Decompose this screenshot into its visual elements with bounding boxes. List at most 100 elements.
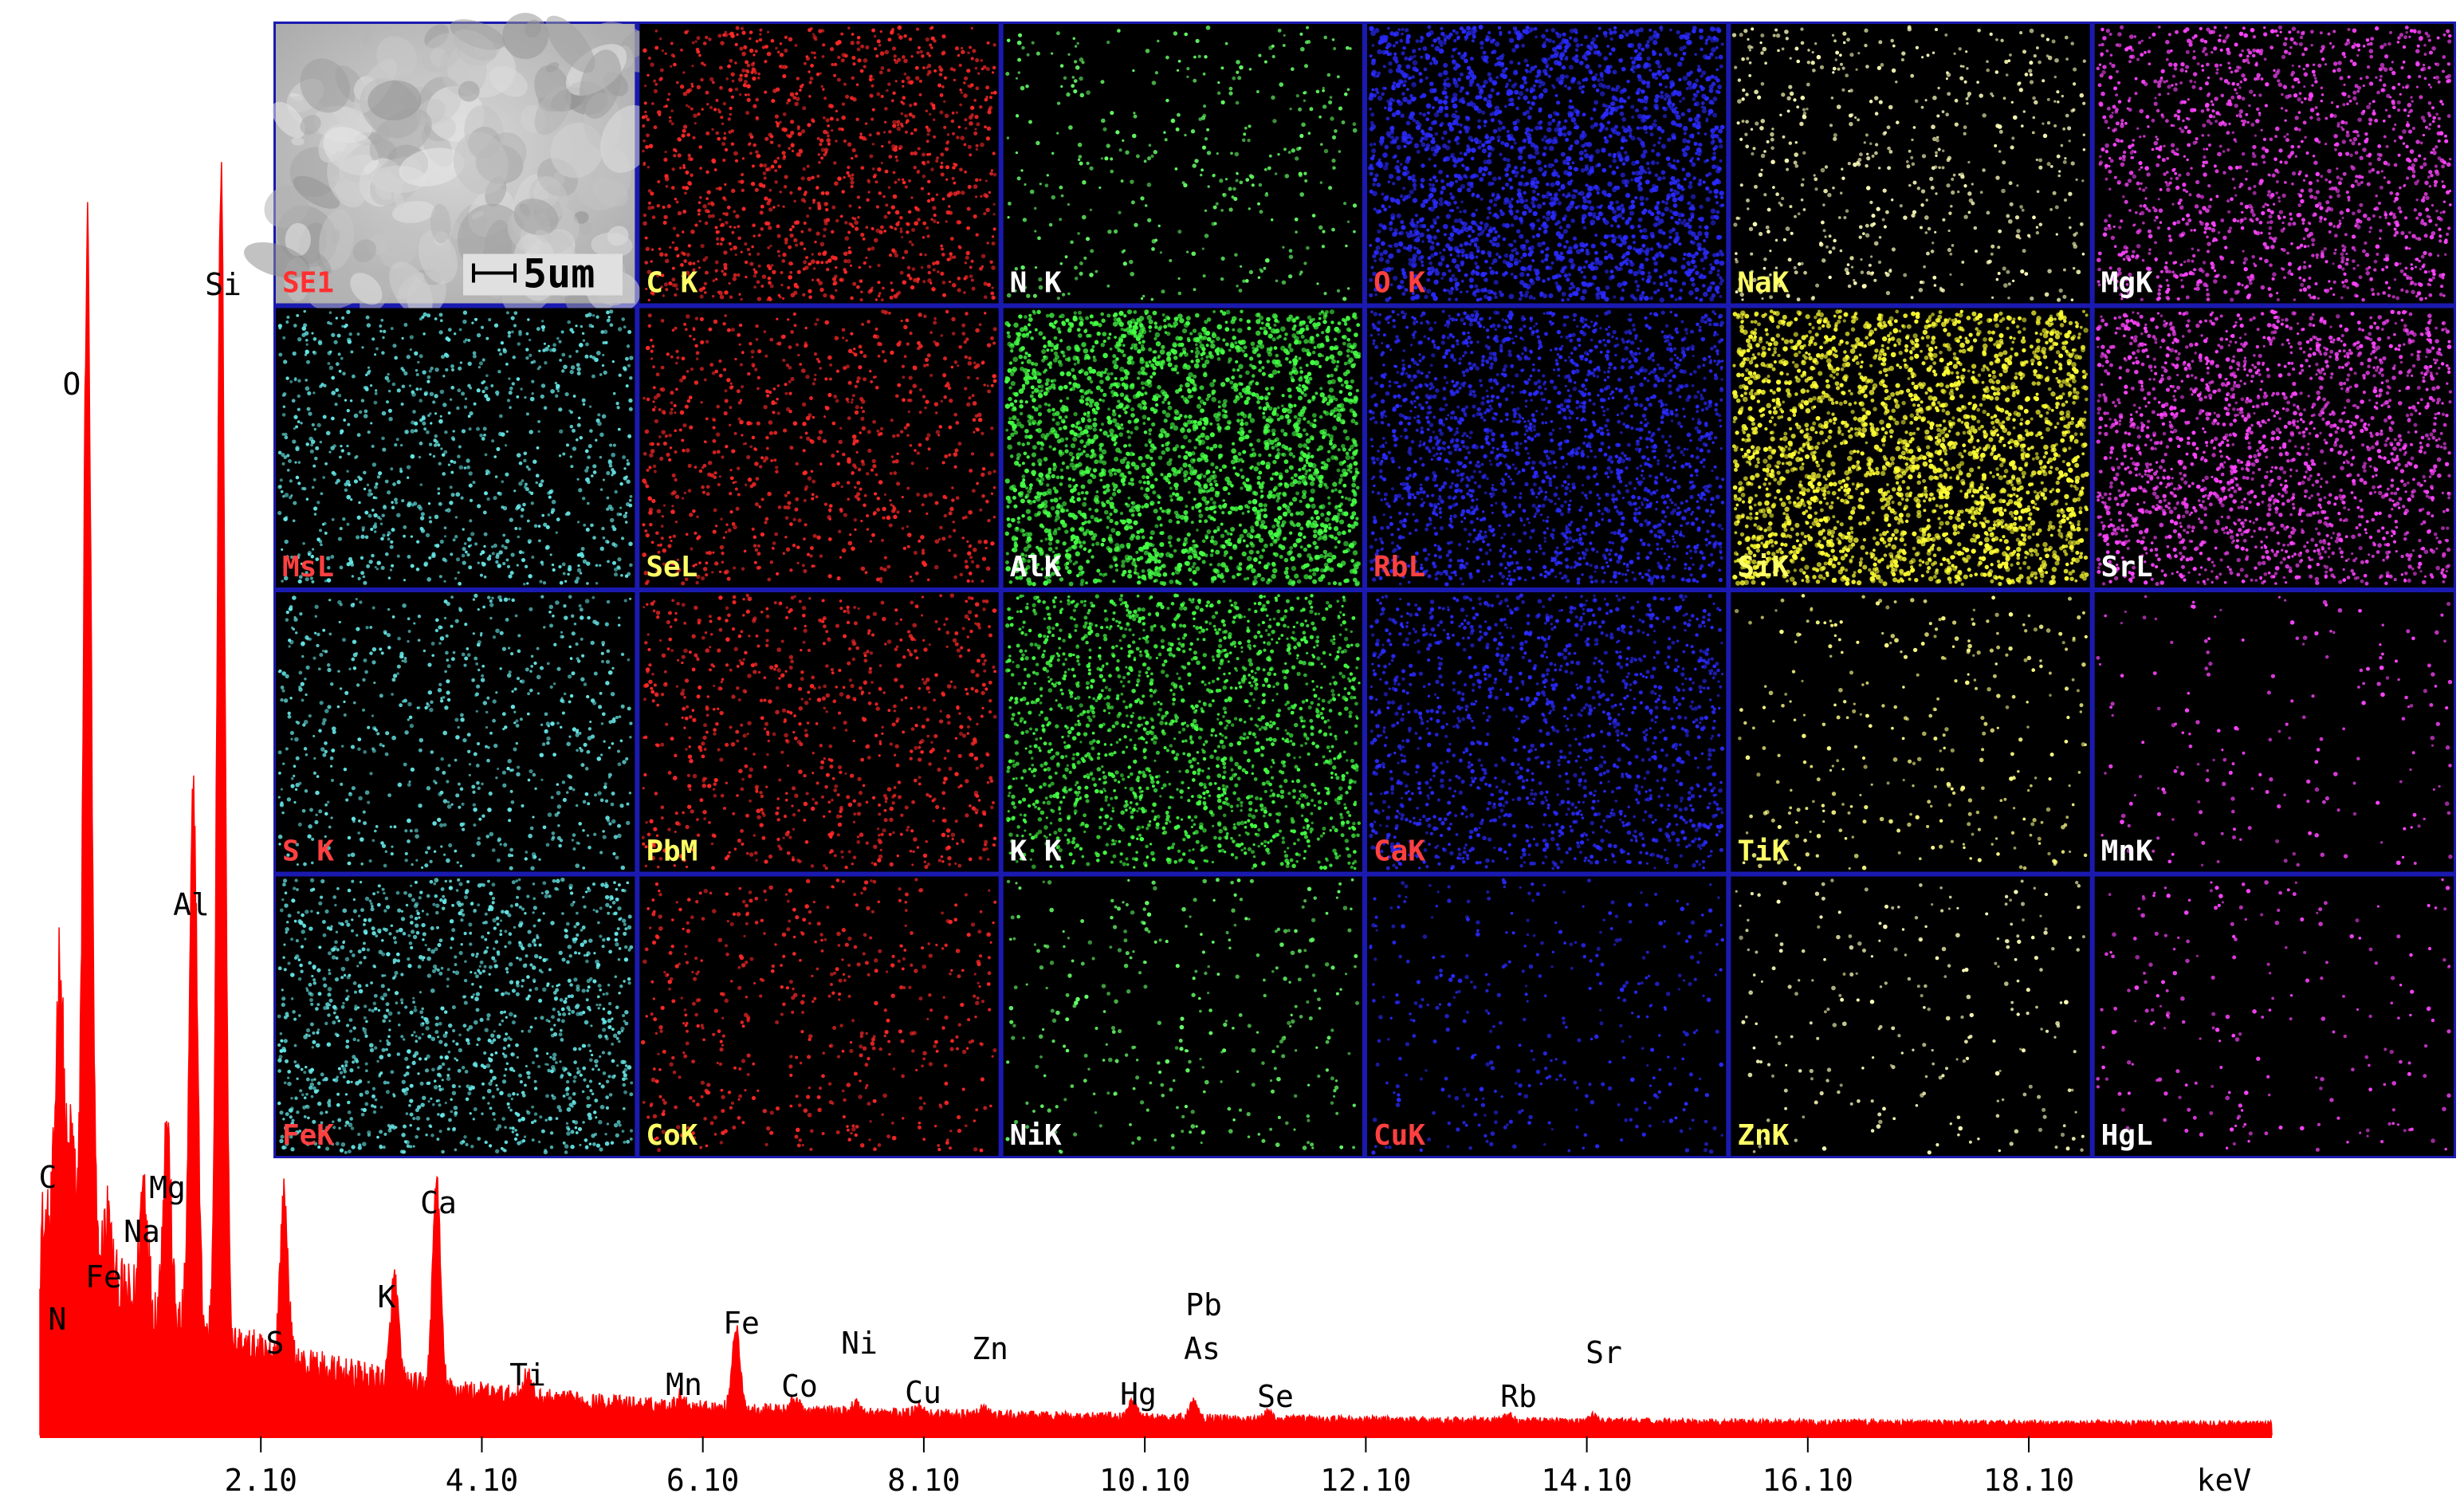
- map-dot: [1444, 233, 1447, 236]
- map-dot: [1663, 245, 1668, 250]
- map-dot: [1534, 27, 1538, 31]
- map-dot: [1436, 229, 1440, 233]
- map-dot: [2057, 298, 2061, 302]
- map-dot: [717, 108, 720, 111]
- map-dot: [1508, 204, 1513, 209]
- map-dot: [2362, 147, 2367, 152]
- map-dot: [951, 120, 954, 123]
- peak-label: Mg: [149, 1170, 186, 1205]
- map-dot: [1495, 242, 1499, 247]
- map-dot: [1683, 45, 1687, 49]
- map-dot: [769, 245, 772, 247]
- map-dot: [733, 226, 736, 229]
- map-dot: [2267, 190, 2271, 194]
- map-dot: [800, 242, 804, 246]
- map-dot: [2143, 135, 2145, 137]
- map-dot: [887, 69, 890, 72]
- map-dot: [1186, 250, 1189, 253]
- map-dot: [1573, 189, 1576, 192]
- map-dot: [1710, 281, 1713, 285]
- map-dot: [1596, 206, 1599, 209]
- map-dot: [1856, 161, 1859, 164]
- map-dot: [1707, 251, 1710, 254]
- map-dot: [1633, 241, 1636, 244]
- map-dot: [1518, 155, 1523, 160]
- map-dot: [886, 89, 889, 92]
- map-dot: [735, 253, 737, 256]
- map-dot: [1332, 166, 1336, 170]
- map-dot: [1882, 218, 1885, 222]
- map-dot: [799, 149, 803, 153]
- map-dot: [926, 160, 929, 163]
- map-dot: [1701, 106, 1704, 109]
- map-dot: [1618, 99, 1623, 104]
- map-dot: [698, 54, 701, 57]
- map-dot: [1604, 69, 1608, 73]
- map-dot: [2176, 220, 2180, 224]
- map-dot: [1916, 46, 1919, 49]
- map-dot: [935, 159, 938, 163]
- map-dot: [1807, 61, 1810, 64]
- map-dot: [647, 206, 651, 210]
- map-dot: [991, 92, 993, 94]
- map-dot: [969, 45, 972, 49]
- map-dot: [1401, 33, 1404, 36]
- map-dot: [702, 204, 707, 209]
- map-dot: [1962, 65, 1964, 68]
- map-dot: [1682, 188, 1685, 191]
- map-dot: [1788, 84, 1792, 88]
- map-dot: [840, 214, 843, 218]
- map-dot: [1963, 215, 1967, 219]
- map-dot: [1637, 46, 1641, 49]
- map-dot: [808, 295, 812, 299]
- map-dot: [984, 281, 988, 285]
- map-dot: [764, 196, 768, 200]
- map-dot: [1604, 250, 1607, 253]
- map-dot: [949, 252, 953, 256]
- map-dot: [1653, 269, 1657, 273]
- map-dot: [676, 234, 679, 237]
- peak-label: N: [49, 1302, 67, 1337]
- map-dot: [1951, 244, 1955, 247]
- map-dot: [1567, 131, 1572, 136]
- map-dot: [1554, 128, 1559, 133]
- map-dot: [712, 81, 715, 84]
- map-dot: [1668, 163, 1672, 167]
- map-dot: [1601, 168, 1606, 173]
- map-dot: [1508, 178, 1512, 182]
- map-dot: [1119, 148, 1122, 151]
- map-dot: [1721, 42, 1724, 45]
- map-dot: [1689, 159, 1692, 163]
- map-dot: [1709, 263, 1712, 266]
- map-dot: [1529, 69, 1532, 73]
- map-dot: [1558, 274, 1562, 277]
- peak-label: Al: [173, 887, 210, 922]
- map-dot: [1637, 184, 1641, 187]
- map-dot: [1258, 54, 1261, 57]
- map-dot: [1535, 198, 1539, 201]
- map-dot: [880, 226, 884, 230]
- map-dot: [1947, 92, 1951, 96]
- map-dot: [1714, 259, 1719, 265]
- map-dot: [1579, 61, 1584, 65]
- map-dot: [1411, 218, 1414, 222]
- map-dot: [2104, 218, 2108, 222]
- map-dot: [2215, 72, 2218, 75]
- x-tick-label: 16.10: [1763, 1463, 1853, 1498]
- map-dot: [736, 33, 739, 37]
- map-dot: [1376, 74, 1379, 77]
- map-dot: [1705, 197, 1710, 202]
- map-dot: [1487, 31, 1491, 34]
- map-dot: [745, 111, 749, 115]
- map-dot: [1515, 251, 1519, 255]
- map-dot: [1420, 233, 1425, 238]
- map-dot: [1604, 297, 1609, 301]
- map-dot: [871, 227, 874, 230]
- map-dot: [690, 230, 695, 234]
- map-dot: [1665, 285, 1668, 288]
- map-dot: [1370, 92, 1374, 97]
- map-dot: [1381, 204, 1385, 208]
- map-dot: [878, 292, 882, 295]
- map-dot: [1453, 164, 1457, 168]
- map-dot: [1233, 197, 1237, 201]
